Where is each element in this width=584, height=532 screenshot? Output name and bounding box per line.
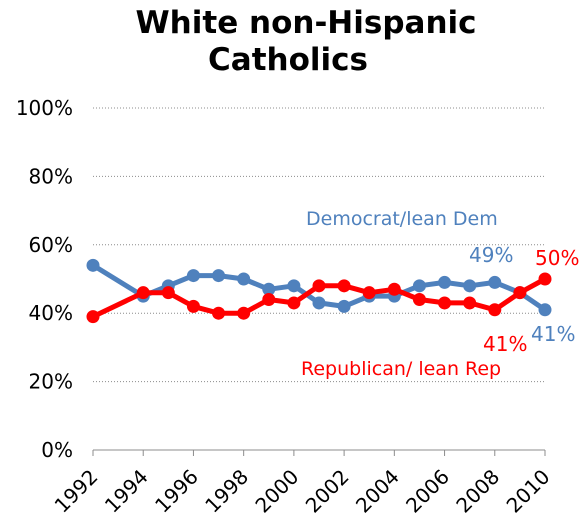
data-point — [312, 296, 326, 310]
data-point — [488, 303, 502, 317]
series-1 — [86, 272, 552, 324]
data-point — [538, 272, 552, 286]
data-point — [86, 258, 100, 272]
data-point — [262, 282, 276, 296]
data-point — [161, 286, 175, 300]
data-point — [488, 275, 502, 289]
data-point — [387, 282, 401, 296]
data-point — [412, 293, 426, 307]
y-tick-label: 40% — [29, 301, 73, 325]
x-tick-label: 2004 — [351, 465, 404, 518]
y-tick-label: 20% — [29, 370, 73, 394]
x-tick-label: 2006 — [401, 465, 454, 518]
x-tick-label: 2010 — [502, 465, 555, 518]
data-point — [337, 299, 351, 313]
data-point — [287, 296, 301, 310]
y-axis-ticks: 0% 20% 40% 60% 80% 100% — [16, 96, 73, 462]
gridlines — [93, 107, 545, 383]
x-tick-label: 2008 — [451, 465, 504, 518]
chart-title-line-1: White non-Hispanic — [135, 5, 476, 41]
data-point — [186, 269, 200, 283]
data-point — [262, 293, 276, 307]
rep-2010-value-label: 50% — [535, 246, 579, 270]
dem-2010-value-label: 41% — [531, 322, 575, 346]
axes — [92, 449, 546, 456]
chart-title-line-2: Catholics — [208, 42, 368, 78]
data-point — [362, 286, 376, 300]
data-point — [337, 279, 351, 293]
y-tick-label: 100% — [16, 96, 73, 120]
data-point — [513, 286, 527, 300]
data-point — [463, 279, 477, 293]
series-group — [86, 258, 552, 324]
y-tick-label: 80% — [29, 164, 73, 188]
data-point — [438, 296, 452, 310]
dem-2008-value-label: 49% — [469, 243, 513, 267]
series-label-republican: Republican/ lean Rep — [301, 358, 501, 380]
x-tick-label: 1994 — [100, 465, 153, 518]
data-point — [538, 303, 552, 317]
data-point — [186, 299, 200, 313]
data-point — [412, 279, 426, 293]
data-point — [136, 286, 150, 300]
data-point — [212, 269, 226, 283]
x-tick-label: 1996 — [150, 465, 203, 518]
data-point — [312, 279, 326, 293]
x-tick-label: 2002 — [301, 465, 354, 518]
data-point — [237, 306, 251, 320]
data-point — [86, 310, 100, 324]
data-point — [463, 296, 477, 310]
x-tick-label: 2000 — [250, 465, 303, 518]
data-point — [287, 279, 301, 293]
data-point — [438, 275, 452, 289]
rep-2008-value-label: 41% — [483, 332, 527, 356]
y-tick-label: 60% — [29, 233, 73, 257]
data-point — [237, 272, 251, 286]
data-point — [212, 306, 226, 320]
x-tick-label: 1998 — [200, 465, 253, 518]
y-tick-label: 0% — [41, 438, 73, 462]
x-tick-label: 1992 — [50, 465, 103, 518]
series-label-democrat: Democrat/lean Dem — [306, 208, 498, 230]
